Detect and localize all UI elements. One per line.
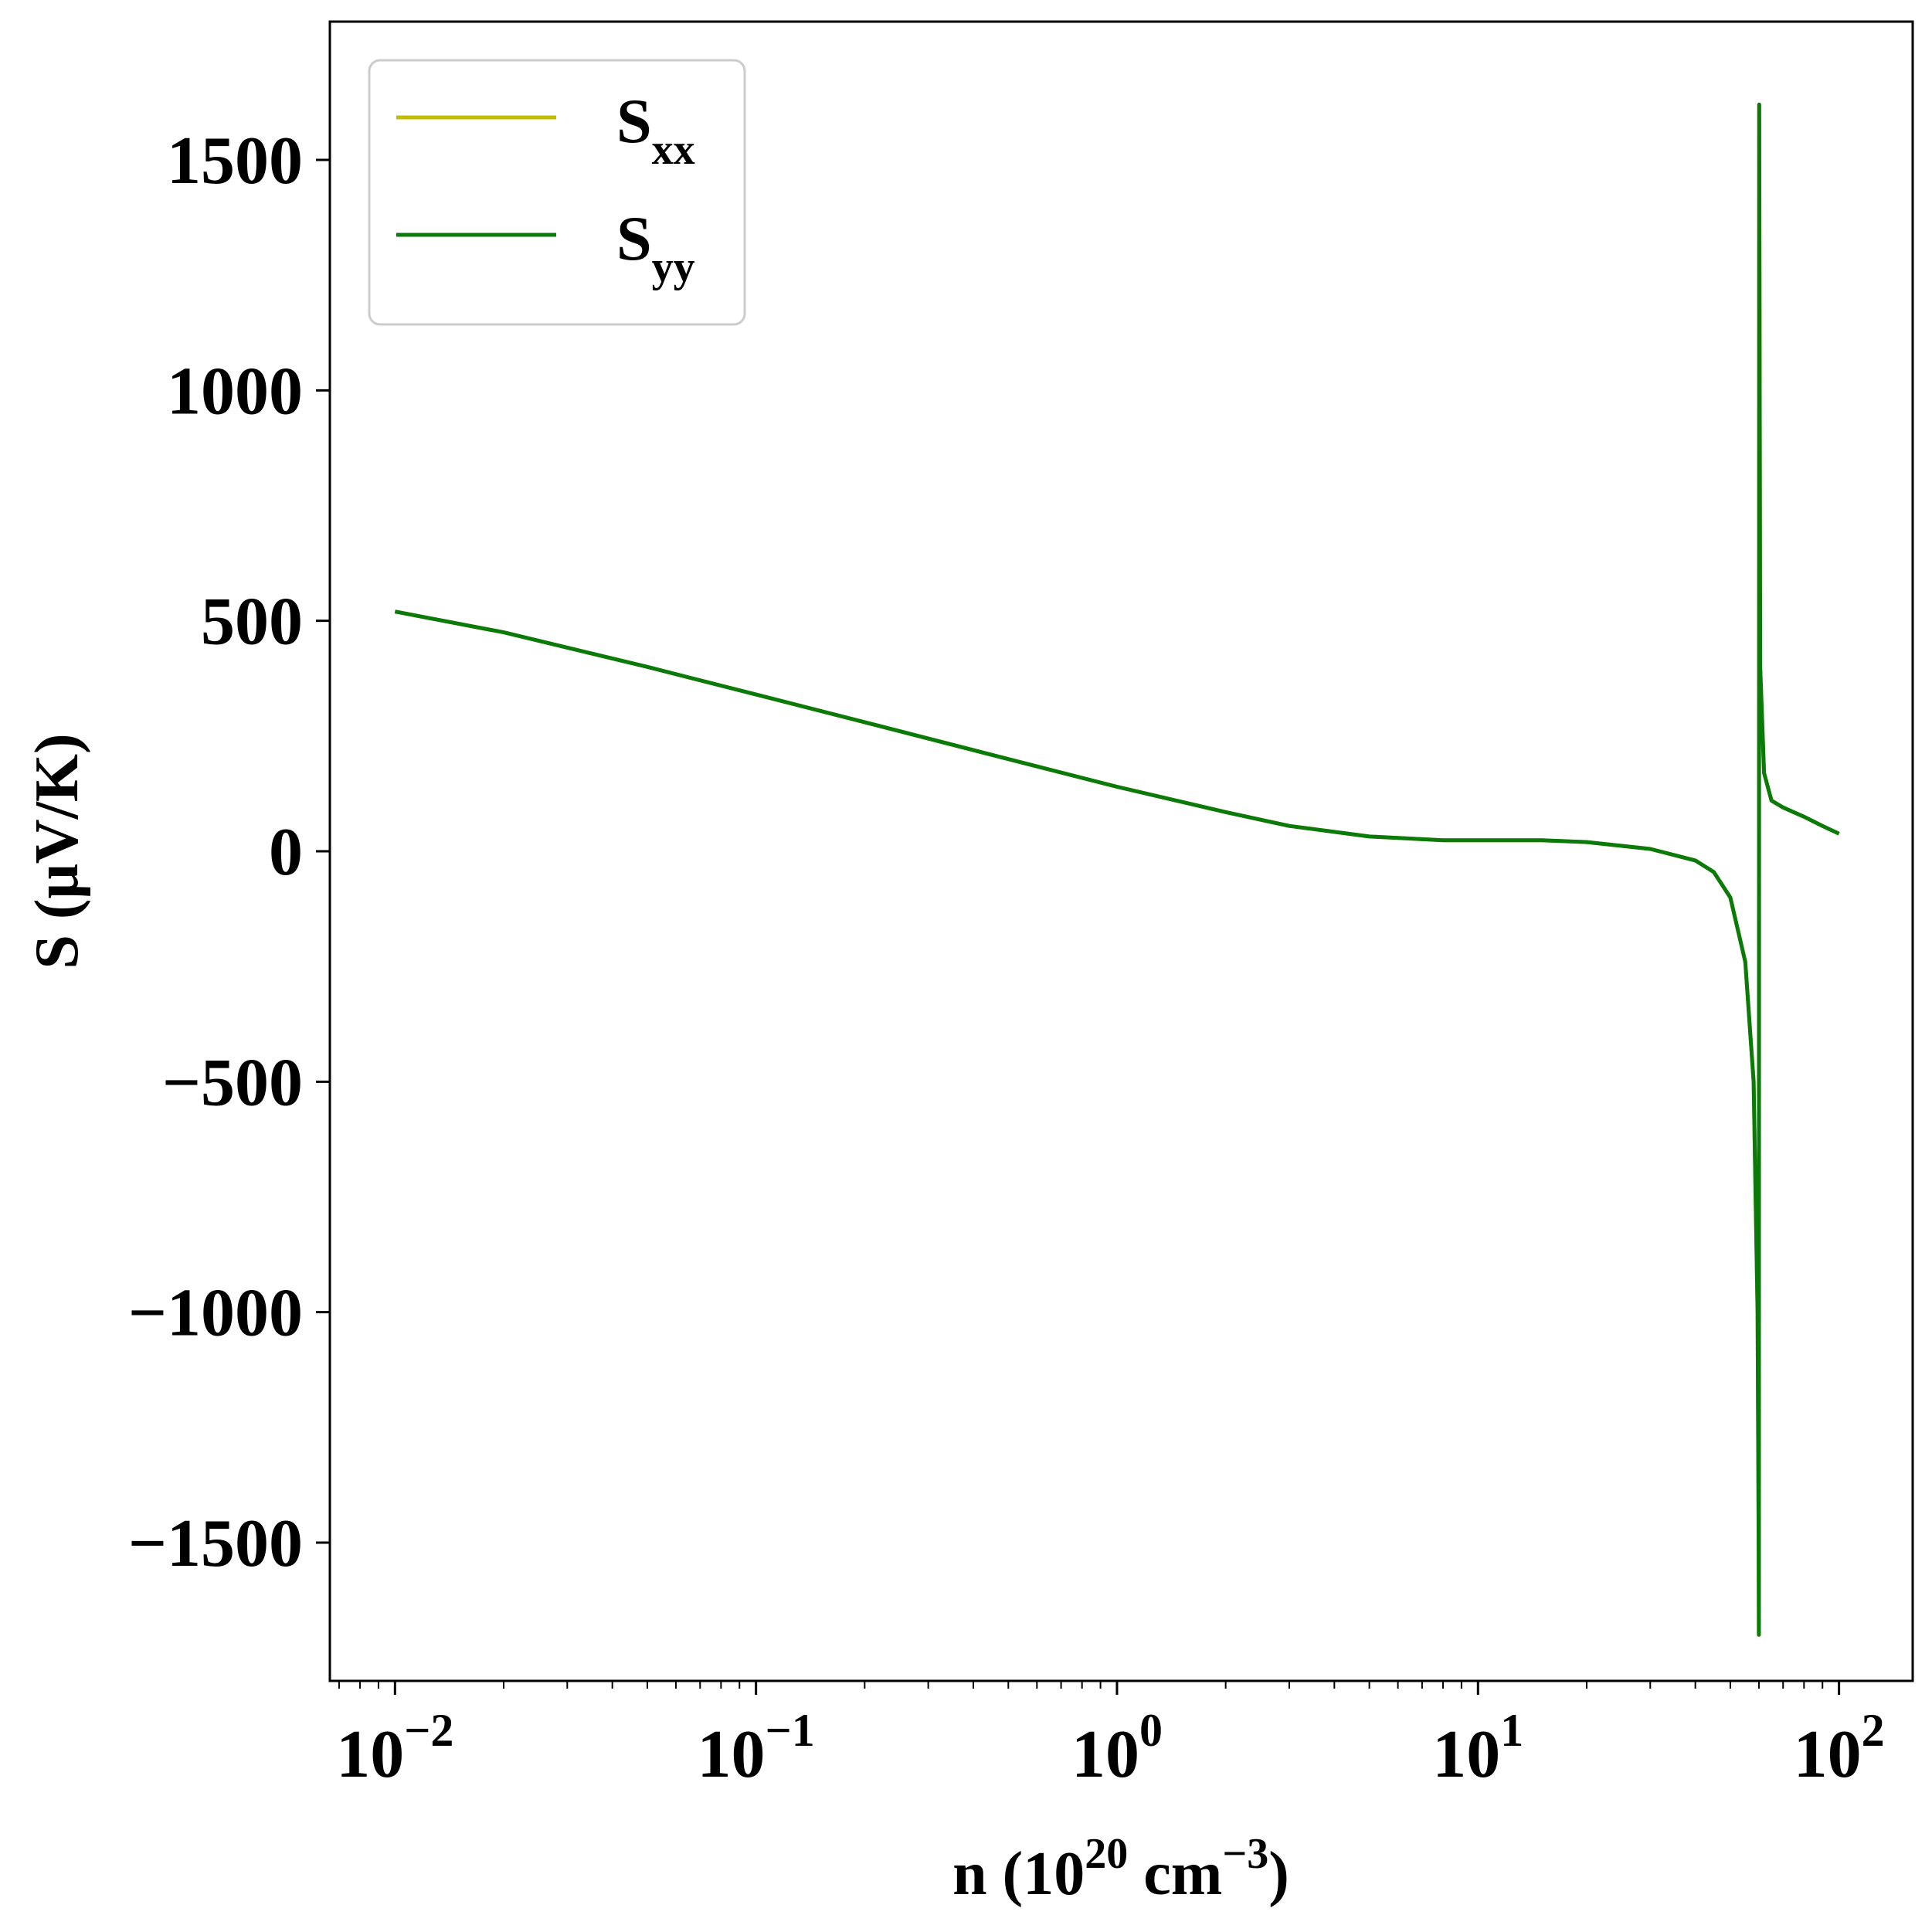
x-tick-label: 102 — [1794, 1705, 1885, 1792]
legend-box — [368, 59, 746, 326]
x-tick-label: 10−1 — [698, 1705, 815, 1792]
y-tick-label: 1000 — [167, 354, 303, 429]
y-tick-label: 0 — [269, 815, 303, 890]
x-tick-label-base: 10 — [336, 1717, 404, 1792]
x-axis-title-sup2: −3 — [1222, 1830, 1268, 1878]
legend-label-syy-sub: yy — [652, 243, 695, 291]
y-tick-label: 500 — [201, 585, 303, 660]
x-axis-title-base: n (10 — [952, 1840, 1085, 1908]
x-tick-label-base: 10 — [698, 1717, 766, 1792]
x-tick-label-exponent: −1 — [766, 1705, 815, 1756]
x-tick-label-base: 10 — [1432, 1717, 1500, 1792]
legend-label-sxx-base: S — [616, 86, 652, 156]
x-tick-label-exponent: −2 — [404, 1705, 453, 1756]
x-axis-title-mid: cm — [1128, 1840, 1222, 1908]
legend-label-syy-base: S — [616, 203, 652, 273]
x-tick-label: 101 — [1432, 1705, 1523, 1792]
x-tick-label-exponent: 2 — [1862, 1705, 1885, 1756]
x-tick-label: 10−2 — [336, 1705, 453, 1792]
x-tick-label-exponent: 1 — [1500, 1705, 1523, 1756]
legend-label-sxx: Sxx — [616, 86, 695, 174]
x-axis-title-sup1: 20 — [1085, 1830, 1128, 1878]
y-tick-label: 1500 — [167, 124, 303, 199]
legend-label-sxx-sub: xx — [652, 126, 695, 174]
y-tick-label: −1000 — [128, 1276, 303, 1351]
y-tick-label: −500 — [162, 1045, 303, 1120]
x-axis: 10−2 10−1 100 101 102 — [336, 1681, 1885, 1792]
x-axis-title: n (1020 cm−3) — [952, 1830, 1289, 1908]
y-axis-title: S (μV/K) — [23, 733, 91, 969]
series-layer — [394, 102, 1840, 1637]
x-axis-title-end: ) — [1268, 1840, 1289, 1908]
legend: Sxx Syy — [368, 59, 746, 326]
y-tick-label: −1500 — [128, 1506, 303, 1581]
legend-label-syy: Syy — [616, 203, 695, 291]
x-tick-label-base: 10 — [1071, 1717, 1139, 1792]
x-tick-label-exponent: 0 — [1139, 1705, 1163, 1756]
x-tick-label: 100 — [1071, 1705, 1163, 1792]
series-line-syy — [394, 102, 1840, 1637]
y-axis: 1500 1000 500 0 −500 −1000 −1500 — [128, 124, 330, 1581]
x-tick-label-base: 10 — [1794, 1717, 1862, 1792]
